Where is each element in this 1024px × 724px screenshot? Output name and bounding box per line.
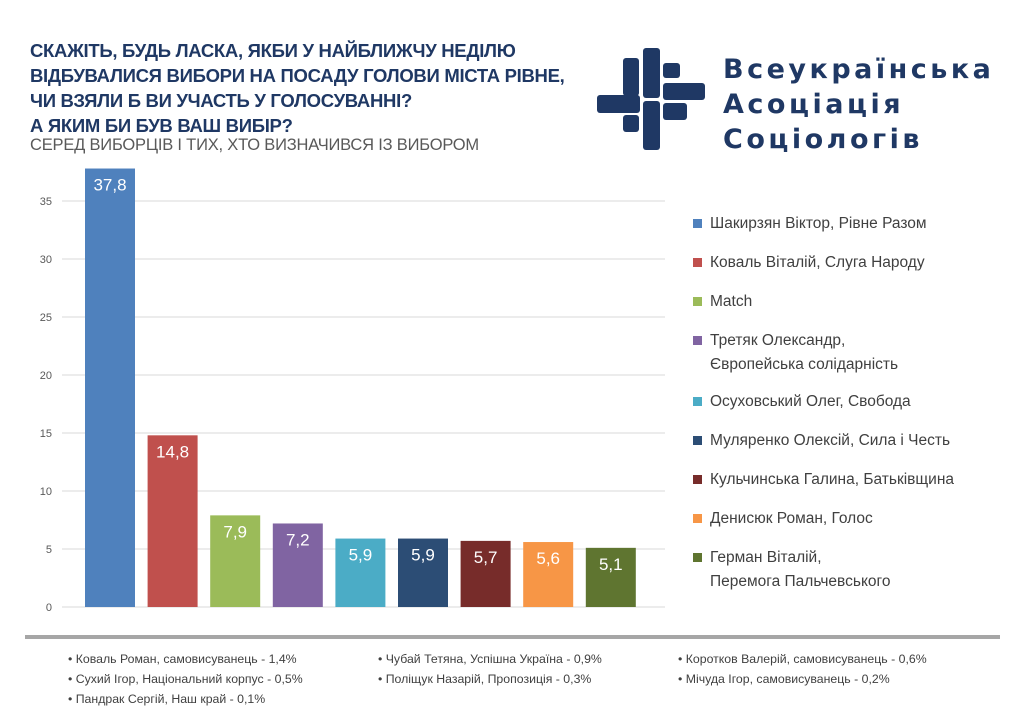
y-tick-label: 20: [40, 370, 52, 382]
logo-mark: [663, 83, 705, 100]
y-tick-label: 35: [40, 196, 52, 208]
bar: [585, 547, 636, 607]
legend-label: Європейська солідарність: [710, 356, 899, 373]
legend-swatch: [693, 336, 702, 345]
title-line: ЧИ ВЗЯЛИ Б ВИ УЧАСТЬ У ГОЛОСУВАННІ?: [30, 90, 412, 111]
note-item: • Коваль Роман, самовисуванець - 1,4%: [68, 652, 297, 666]
y-tick-label: 30: [40, 254, 52, 266]
legend-label: Match: [710, 293, 753, 310]
logo-mark: [623, 115, 639, 132]
note-item: • Сухий Ігор, Національний корпус - 0,5%: [68, 672, 303, 686]
note-item: • Поліщук Назарій, Пропозиція - 0,3%: [378, 672, 592, 686]
logo-line: Всеукраїнська: [723, 54, 995, 85]
y-tick-label: 25: [40, 312, 52, 324]
chart-subtitle: СЕРЕД ВИБОРЦІВ І ТИХ, ХТО ВИЗНАЧИВСЯ ІЗ …: [30, 136, 479, 154]
logo-mark: [597, 95, 640, 113]
data-label: 14,8: [156, 442, 189, 461]
legend-swatch: [693, 475, 702, 484]
legend-label: Третяк Олександр,: [710, 332, 846, 349]
y-tick-label: 10: [40, 486, 52, 498]
legend-item: Шакирзян Віктор, Рівне Разом: [693, 212, 1013, 236]
legend-label: Муляренко Олексій, Сила і Честь: [710, 432, 951, 449]
legend-item: Муляренко Олексій, Сила і Честь: [693, 429, 1013, 453]
chart-title: СКАЖІТЬ, БУДЬ ЛАСКА, ЯКБИ У НАЙБЛИЖЧУ НЕ…: [30, 38, 610, 138]
legend-label: Перемога Пальчевського: [710, 573, 891, 590]
logo-mark: [663, 63, 680, 78]
data-label: 37,8: [93, 176, 126, 195]
legend-label: Кульчинська Галина, Батьківщина: [710, 471, 955, 488]
data-label: 7,9: [223, 522, 247, 541]
legend-label: Коваль Віталій, Слуга Народу: [710, 254, 925, 271]
legend-item: Match: [693, 290, 1013, 314]
title-line: ВІДБУВАЛИСЯ ВИБОРИ НА ПОСАДУ ГОЛОВИ МІСТ…: [30, 65, 565, 86]
logo-mark: [663, 103, 687, 120]
legend-swatch: [693, 436, 702, 445]
logo-mark: [623, 58, 639, 96]
data-label: 5,7: [474, 548, 498, 567]
legend-swatch: [693, 553, 702, 562]
legend-item: Коваль Віталій, Слуга Народу: [693, 251, 1013, 275]
legend-label: Герман Віталій,: [710, 549, 822, 566]
legend-swatch: [693, 397, 702, 406]
y-tick-label: 0: [46, 602, 52, 614]
bar: [460, 540, 511, 607]
logo-mark: [643, 101, 660, 150]
bar: [147, 435, 198, 607]
title-line: А ЯКИМ БИ БУВ ВАШ ВИБІР?: [30, 115, 293, 136]
note-item: • Чубай Тетяна, Успішна Україна - 0,9%: [378, 652, 602, 666]
note-item: • Пандрак Сергій, Наш край - 0,1%: [68, 692, 266, 706]
data-label: 7,2: [286, 530, 310, 549]
legend-label: Осуховський Олег, Свобода: [710, 393, 911, 410]
bar: [523, 542, 574, 607]
legend-item: Осуховський Олег, Свобода: [693, 390, 1013, 414]
legend-swatch: [693, 258, 702, 267]
legend-swatch: [693, 514, 702, 523]
data-label: 5,1: [599, 555, 623, 574]
logo-text: Всеукраїнська Асоціація Соціологів: [723, 52, 994, 157]
logo-line: Соціологів: [723, 124, 923, 155]
logo-mark: [643, 48, 660, 98]
bar: [210, 515, 261, 607]
legend: Шакирзян Віктор, Рівне Разом Коваль Вітал…: [693, 212, 1013, 607]
data-label: 5,9: [349, 546, 373, 565]
divider: [25, 635, 1000, 639]
note-item: • Мічуда Ігор, самовисуванець - 0,2%: [678, 672, 890, 686]
legend-label: Шакирзян Віктор, Рівне Разом: [710, 215, 927, 232]
logo-line: Асоціація: [723, 89, 905, 120]
bar: [272, 523, 323, 607]
legend-item: Денисюк Роман, Голос: [693, 507, 1013, 531]
data-label: 5,6: [536, 549, 560, 568]
y-tick-label: 5: [46, 544, 52, 556]
legend-swatch: [693, 219, 702, 228]
bar: [398, 538, 448, 607]
legend-item: Герман Віталій, Перемога Пальчевського: [693, 546, 1013, 594]
legend-label: Денисюк Роман, Голос: [710, 510, 873, 527]
title-line: СКАЖІТЬ, БУДЬ ЛАСКА, ЯКБИ У НАЙБЛИЖЧУ НЕ…: [30, 40, 516, 61]
bar: [85, 168, 135, 607]
bar: [335, 538, 386, 607]
y-tick-label: 15: [40, 428, 52, 440]
legend-swatch: [693, 297, 702, 306]
data-label: 5,9: [411, 546, 435, 565]
legend-item: Третяк Олександр, Європейська солідарніст…: [693, 329, 1013, 377]
note-item: • Коротков Валерій, самовисуванець - 0,6…: [678, 652, 927, 666]
legend-item: Кульчинська Галина, Батьківщина: [693, 468, 1013, 492]
